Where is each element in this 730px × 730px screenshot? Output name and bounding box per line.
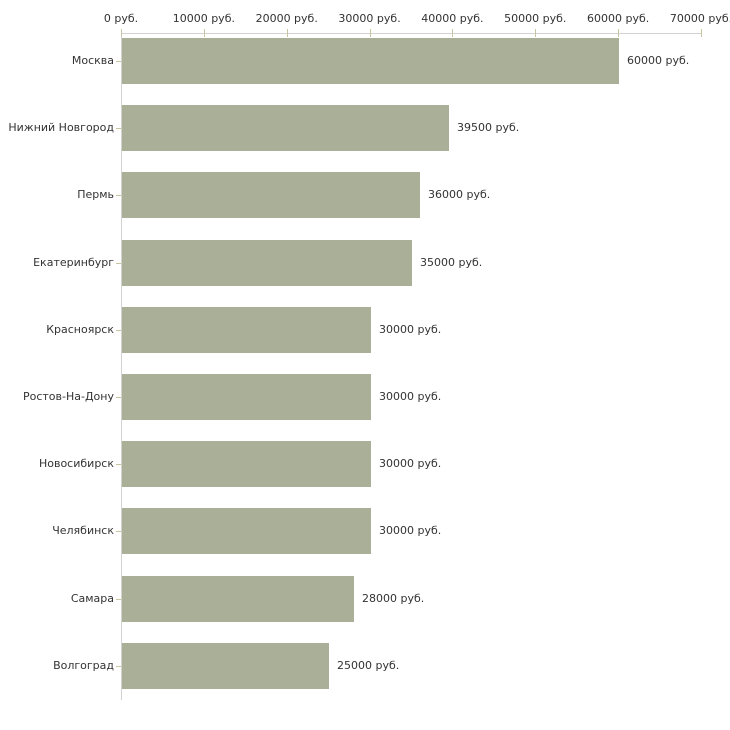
x-tick-mark bbox=[286, 29, 288, 37]
x-tick-label: 60000 руб. bbox=[587, 12, 650, 25]
x-tick-label: 30000 руб. bbox=[338, 12, 401, 25]
bar-1 bbox=[122, 38, 619, 84]
x-tick-label: 70000 руб. bbox=[669, 12, 730, 25]
value-label: 30000 руб. bbox=[379, 524, 442, 537]
value-label: 60000 руб. bbox=[627, 54, 690, 67]
category-tick-mark bbox=[116, 666, 121, 667]
category-label: Волгоград bbox=[53, 659, 114, 672]
value-label: 36000 руб. bbox=[428, 188, 491, 201]
value-label: 25000 руб. bbox=[337, 659, 400, 672]
bar-3 bbox=[122, 172, 420, 218]
bar-9 bbox=[122, 576, 354, 622]
category-label: Екатеринбург bbox=[33, 256, 114, 269]
category-tick-mark bbox=[116, 128, 121, 129]
x-axis-line bbox=[121, 33, 702, 34]
value-label: 30000 руб. bbox=[379, 390, 442, 403]
category-tick-mark bbox=[116, 599, 121, 600]
value-label: 30000 руб. bbox=[379, 457, 442, 470]
value-label: 28000 руб. bbox=[362, 592, 425, 605]
category-label: Новосибирск bbox=[38, 457, 114, 470]
category-label: Пермь bbox=[77, 188, 114, 201]
x-tick-mark bbox=[701, 29, 702, 37]
bar-6 bbox=[122, 374, 371, 420]
x-tick-mark bbox=[618, 29, 620, 37]
category-label: Челябинск bbox=[52, 524, 114, 537]
bar-5 bbox=[122, 307, 371, 353]
value-label: 35000 руб. bbox=[420, 256, 483, 269]
x-tick-mark bbox=[121, 29, 122, 37]
x-tick-mark bbox=[369, 29, 371, 37]
x-tick-mark bbox=[203, 29, 205, 37]
bar-8 bbox=[122, 508, 371, 554]
category-tick-mark bbox=[116, 195, 121, 196]
category-label: Самара bbox=[70, 592, 114, 605]
value-label: 30000 руб. bbox=[379, 323, 442, 336]
x-tick-label: 40000 руб. bbox=[421, 12, 484, 25]
x-tick-mark bbox=[535, 29, 537, 37]
value-label: 39500 руб. bbox=[457, 121, 520, 134]
category-tick-mark bbox=[116, 531, 121, 532]
bar-4 bbox=[122, 240, 412, 286]
category-tick-mark bbox=[116, 61, 121, 62]
y-axis-line bbox=[121, 33, 122, 700]
category-tick-mark bbox=[116, 330, 121, 331]
category-label: Нижний Новгород bbox=[8, 121, 114, 134]
category-label: Ростов-На-Дону bbox=[22, 390, 114, 403]
category-label: Москва bbox=[71, 54, 114, 67]
bar-2 bbox=[122, 105, 449, 151]
x-tick-label: 10000 руб. bbox=[172, 12, 235, 25]
x-tick-label: 0 руб. bbox=[103, 12, 139, 25]
x-tick-mark bbox=[452, 29, 454, 37]
category-tick-mark bbox=[116, 464, 121, 465]
category-tick-mark bbox=[116, 263, 121, 264]
bar-10 bbox=[122, 643, 329, 689]
category-label: Красноярск bbox=[46, 323, 114, 336]
category-tick-mark bbox=[116, 397, 121, 398]
x-tick-label: 20000 руб. bbox=[255, 12, 318, 25]
bar-7 bbox=[122, 441, 371, 487]
x-tick-label: 50000 руб. bbox=[504, 12, 567, 25]
